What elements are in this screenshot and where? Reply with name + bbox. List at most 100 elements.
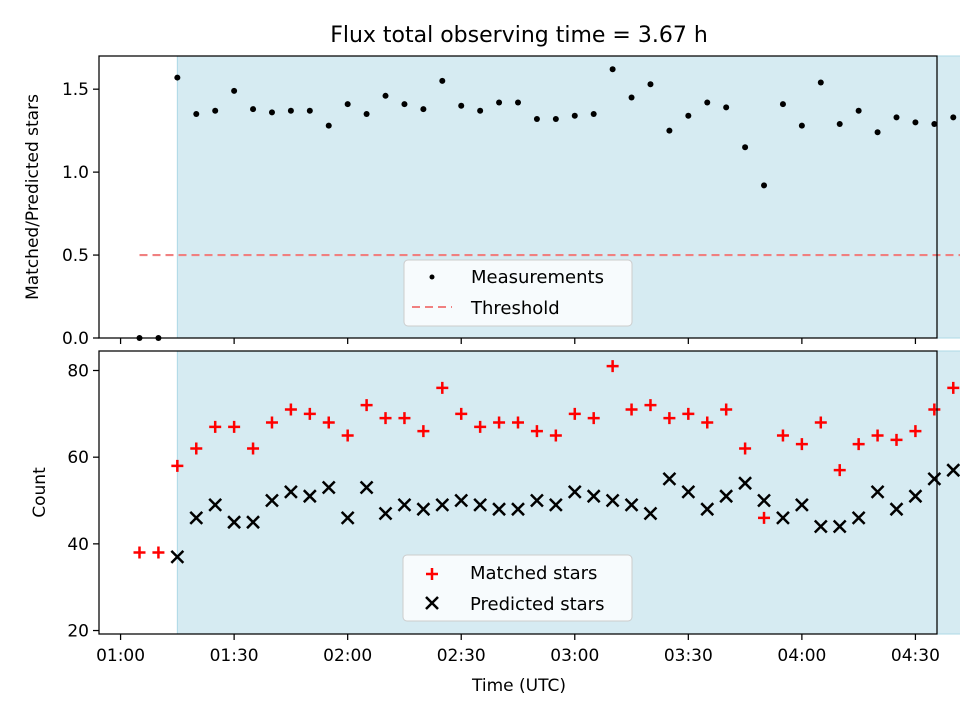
predicted-stars-point — [302, 489, 317, 504]
measurement-point — [912, 119, 919, 126]
predicted-stars-point — [189, 510, 204, 525]
y-tick-label: 1.5 — [62, 80, 89, 100]
measurement-point — [496, 99, 503, 106]
predicted-stars-point — [719, 489, 734, 504]
measurement-point — [742, 144, 749, 151]
measurement-point — [609, 66, 616, 73]
measurement-point — [268, 109, 275, 116]
x-tick-label: 01:00 — [96, 646, 145, 666]
matched-stars-point — [512, 416, 524, 429]
measurement-point — [779, 101, 786, 108]
matched-stars-point — [587, 412, 600, 425]
measurement-point — [515, 99, 521, 106]
measurement-point — [477, 107, 484, 114]
matched-stars-point — [852, 438, 865, 451]
matched-stars-point — [228, 420, 241, 433]
predicted-stars-point — [738, 476, 752, 491]
matched-stars-point — [795, 438, 808, 451]
x-tick-label: 03:00 — [550, 646, 599, 666]
measurement-point — [836, 121, 843, 128]
measurement-point — [363, 111, 370, 118]
matched-stars-point — [398, 412, 411, 425]
matched-stars-point — [758, 511, 771, 524]
x-tick-label: 02:00 — [323, 646, 372, 666]
top-y-axis-label: Matched/Predicted stars — [23, 94, 43, 300]
matched-stars-point — [814, 416, 827, 429]
matched-stars-point — [455, 407, 468, 420]
measurement-point — [723, 104, 730, 111]
bottom-axes-frame — [98, 350, 938, 635]
top-y-ticks: 0.0 0.5 1.0 1.5 — [62, 80, 99, 349]
matched-stars-point — [190, 442, 203, 455]
matched-stars-point — [474, 420, 487, 433]
bottom-y-axis-label: Count — [30, 467, 50, 518]
matched-stars-point — [776, 429, 789, 442]
predicted-stars-point — [378, 506, 393, 521]
matched-stars-point — [493, 416, 506, 429]
predicted-stars-point — [605, 493, 620, 508]
matched-stars-point — [265, 416, 278, 429]
top-legend: Measurements Threshold — [403, 259, 633, 327]
y-tick-label: 80 — [67, 362, 89, 382]
y-tick-label: 1.0 — [62, 163, 89, 183]
legend-measurements-marker — [429, 274, 435, 280]
predicted-stars-point — [492, 502, 506, 517]
predicted-stars-point — [870, 484, 885, 499]
measurement-point — [685, 112, 692, 119]
matched-stars-point — [833, 464, 846, 477]
predicted-stars-point — [208, 497, 223, 512]
matched-stars-point — [152, 546, 165, 559]
matched-stars-point — [625, 403, 638, 416]
measurement-point — [174, 74, 181, 81]
predicted-stars-point — [473, 497, 488, 512]
matched-stars-point — [644, 399, 657, 412]
x-tick-label: 04:00 — [777, 646, 826, 666]
measurement-point — [950, 114, 957, 121]
legend-threshold-label: Threshold — [470, 298, 560, 319]
matched-stars-point — [379, 412, 392, 425]
y-tick-label: 0.0 — [62, 329, 89, 349]
measurement-point — [874, 129, 881, 136]
measurement-point — [798, 122, 805, 129]
legend-predicted-label: Predicted stars — [470, 594, 604, 615]
predicted-stars-point — [397, 497, 412, 512]
predicted-stars-point — [700, 502, 715, 517]
matched-stars-point — [701, 416, 714, 429]
predicted-stars-point — [851, 510, 866, 525]
y-tick-label: 0.5 — [62, 246, 89, 266]
matched-stars-point — [436, 381, 449, 394]
matched-stars-point — [530, 425, 543, 438]
matched-stars-point — [606, 360, 619, 373]
predicted-stars-point — [227, 515, 242, 530]
predicted-stars-point — [530, 493, 544, 508]
legend-matched-marker — [426, 568, 438, 580]
predicted-stars-point — [246, 515, 260, 530]
matched-stars-point — [360, 399, 373, 412]
measurement-point — [382, 92, 389, 99]
matched-stars-point — [549, 429, 562, 442]
matched-stars-point — [568, 407, 581, 420]
measurement-point — [647, 81, 654, 88]
measurement-point — [344, 101, 351, 108]
predicted-stars-point — [946, 463, 960, 478]
matched-stars-point — [133, 546, 146, 559]
predicted-stars-point — [340, 510, 355, 525]
measurement-point — [306, 107, 313, 114]
measurement-point — [533, 116, 540, 123]
matched-stars-point — [284, 403, 297, 416]
measurement-point — [817, 79, 824, 86]
bottom-series-layer — [133, 360, 960, 564]
matched-stars-point — [341, 429, 354, 442]
bottom-legend: Matched stars Predicted stars — [402, 554, 633, 622]
top-panel: 0.0 0.5 1.0 1.5 Matched/Predicted stars Mea… — [23, 55, 960, 349]
x-tick-label: 03:30 — [664, 646, 713, 666]
measurement-point — [212, 107, 219, 114]
matched-stars-point — [720, 403, 733, 416]
matched-stars-point — [322, 416, 335, 429]
matched-stars-point — [947, 381, 960, 394]
top-axes-frame — [98, 55, 938, 339]
matched-stars-point — [171, 459, 184, 472]
matched-stars-point — [739, 442, 752, 455]
